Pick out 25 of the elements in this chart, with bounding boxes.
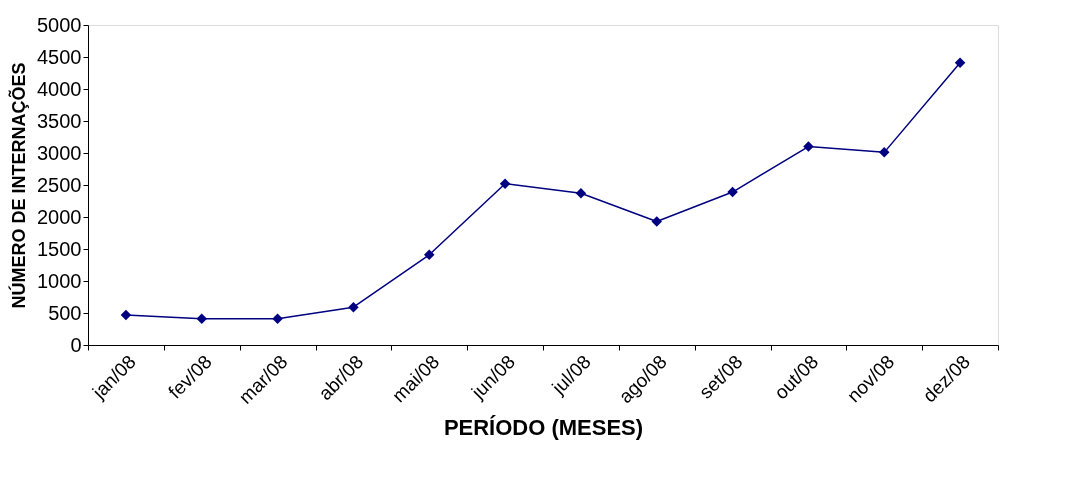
point — [196, 313, 207, 324]
point — [651, 216, 662, 227]
point — [727, 186, 738, 198]
point — [879, 147, 890, 158]
y-tick-label: 2500 — [37, 173, 82, 196]
point — [803, 141, 814, 152]
y-tick-label: 0 — [70, 333, 82, 356]
y-tick-label: 1500 — [37, 237, 82, 260]
point — [954, 57, 966, 68]
y-tick-label: 4500 — [37, 45, 82, 68]
x-axis-title: PERÍODO (MESES) — [443, 414, 644, 440]
point — [120, 309, 132, 321]
point — [424, 249, 435, 260]
point — [272, 313, 283, 324]
point — [575, 188, 587, 199]
y-tick-label: 500 — [48, 301, 82, 324]
point — [348, 302, 359, 313]
y-tick-label: 4000 — [37, 77, 82, 100]
point — [499, 178, 511, 189]
y-tick-label: 3500 — [37, 109, 82, 132]
y-tick-label: 2000 — [37, 205, 82, 228]
y-tick-label: 1000 — [37, 269, 82, 292]
y-tick-label: 3000 — [37, 141, 82, 164]
y-tick-label: 5000 — [37, 13, 82, 36]
y-axis-title: NÚMERO DE INTERNAÇÕES — [8, 62, 30, 309]
